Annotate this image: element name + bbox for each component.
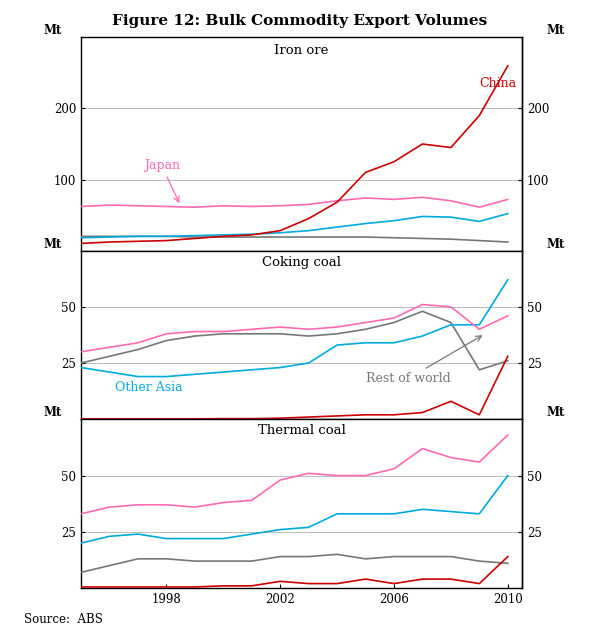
- Text: Coking coal: Coking coal: [262, 256, 341, 269]
- Text: Other Asia: Other Asia: [115, 381, 183, 394]
- Text: Iron ore: Iron ore: [274, 44, 329, 57]
- Text: Mt: Mt: [44, 25, 62, 37]
- Text: Figure 12: Bulk Commodity Export Volumes: Figure 12: Bulk Commodity Export Volumes: [112, 14, 488, 28]
- Text: Thermal coal: Thermal coal: [257, 425, 346, 437]
- Text: Rest of world: Rest of world: [365, 336, 481, 386]
- Text: Mt: Mt: [546, 25, 565, 37]
- Text: Mt: Mt: [546, 237, 565, 251]
- Text: Japan: Japan: [143, 159, 180, 202]
- Text: China: China: [479, 77, 517, 90]
- Text: Mt: Mt: [546, 406, 565, 420]
- Text: Mt: Mt: [44, 237, 62, 251]
- Text: Mt: Mt: [44, 406, 62, 420]
- Text: Source:  ABS: Source: ABS: [24, 613, 103, 626]
